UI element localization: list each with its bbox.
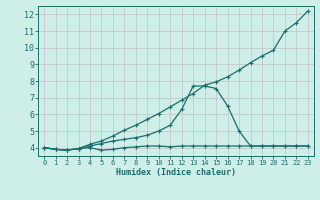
X-axis label: Humidex (Indice chaleur): Humidex (Indice chaleur)	[116, 168, 236, 177]
